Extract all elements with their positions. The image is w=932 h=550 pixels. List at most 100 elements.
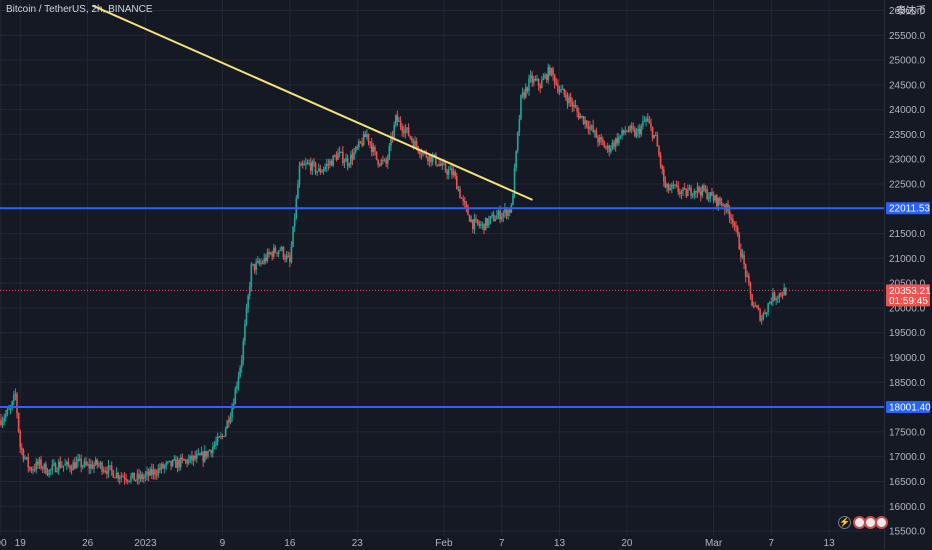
- candle-down: [313, 161, 315, 164]
- candle-up: [635, 131, 638, 137]
- candle-up: [99, 462, 102, 465]
- candle-up: [390, 136, 392, 146]
- candle-up: [308, 162, 310, 164]
- candle-up: [35, 461, 38, 470]
- time-axis[interactable]: 00 19 26 2023 9 16 23 Feb 7 13 20 Mar 7 13: [0, 538, 835, 549]
- candle-up: [163, 465, 166, 469]
- candle-up: [394, 115, 397, 125]
- trend-line[interactable]: [92, 4, 533, 201]
- candle-down: [85, 461, 87, 465]
- candle-down: [661, 165, 663, 170]
- candle-down: [454, 171, 456, 177]
- candle-up: [247, 295, 249, 308]
- candle-up: [149, 468, 152, 476]
- candle-down: [476, 219, 479, 224]
- candle-down: [361, 142, 363, 146]
- candle-down: [96, 459, 99, 465]
- candle-down: [364, 133, 367, 138]
- candle-up: [236, 385, 238, 390]
- candle-up: [239, 367, 241, 377]
- candle-up: [502, 212, 505, 217]
- candle-up: [223, 436, 225, 438]
- candle-up: [645, 118, 647, 122]
- candle-down: [465, 203, 468, 207]
- candle-down: [122, 476, 124, 478]
- candle-down: [581, 115, 583, 117]
- candle-down: [597, 137, 599, 143]
- price-tick-label: 16000.0: [889, 502, 926, 513]
- candle-down: [764, 313, 766, 315]
- candle-up: [72, 462, 74, 471]
- candle-up: [348, 164, 351, 166]
- candle-up: [173, 459, 176, 461]
- candle-up: [25, 457, 28, 459]
- candle-down: [415, 141, 418, 147]
- candle-up: [244, 324, 246, 341]
- candle-down: [425, 152, 428, 158]
- candle-down: [722, 205, 724, 207]
- candle-up: [322, 169, 325, 172]
- candle-down: [98, 464, 100, 466]
- candle-up: [13, 395, 15, 402]
- candle-down: [411, 137, 413, 141]
- candle-up: [195, 454, 198, 459]
- candle-up: [533, 79, 535, 83]
- candle-up: [49, 469, 52, 471]
- candle-down: [37, 461, 39, 465]
- candle-down: [595, 130, 598, 138]
- candle-down: [759, 309, 761, 321]
- candle-down: [715, 195, 718, 206]
- candle-up: [160, 464, 163, 470]
- candle-down: [534, 79, 537, 81]
- symbol-title[interactable]: Bitcoin / TetherUS, 2h, BINANCE: [6, 4, 153, 15]
- candle-up: [207, 451, 209, 457]
- candle-up: [83, 461, 86, 466]
- candle-up: [332, 155, 334, 166]
- candle-up: [438, 164, 440, 166]
- candle-down: [499, 210, 501, 220]
- candle-down: [683, 188, 686, 190]
- candle-up: [64, 464, 66, 466]
- candle-up: [200, 452, 203, 456]
- drawings[interactable]: [0, 4, 884, 409]
- candle-up: [184, 459, 187, 461]
- candle-down: [69, 465, 71, 470]
- candle-down: [346, 158, 349, 166]
- candle-down: [407, 127, 410, 136]
- candle-up: [215, 442, 217, 445]
- candle-down: [526, 87, 529, 92]
- candle-down: [351, 154, 354, 160]
- candle-up: [528, 78, 530, 92]
- candle-up: [778, 293, 781, 298]
- price-tick-label: 21500.0: [889, 229, 926, 240]
- candle-up: [316, 171, 318, 173]
- candle-up: [515, 150, 517, 168]
- candle-up: [53, 463, 55, 465]
- lightning-icon[interactable]: ⚡: [838, 516, 851, 529]
- candle-down: [648, 120, 651, 124]
- candle-up: [388, 145, 391, 158]
- price-tick-label: 26000.0: [889, 6, 926, 17]
- candle-up: [653, 135, 655, 139]
- candle-up: [51, 464, 54, 470]
- candle-down: [40, 459, 42, 469]
- candle-up: [497, 210, 500, 216]
- candle-down: [409, 135, 412, 138]
- currency-label[interactable]: 泰达币: [896, 6, 926, 17]
- candle-up: [529, 75, 532, 79]
- candle-up: [380, 160, 383, 166]
- candle-up: [325, 164, 328, 167]
- flag-icon[interactable]: [875, 516, 888, 529]
- candle-up: [513, 167, 516, 195]
- candle-down: [576, 107, 578, 112]
- candle-down: [675, 184, 678, 186]
- candle-up: [298, 165, 301, 185]
- candle-down: [356, 147, 359, 149]
- candle-down: [183, 459, 185, 461]
- candle-down: [369, 141, 371, 144]
- candle-down: [738, 234, 741, 250]
- candle-down: [475, 218, 477, 220]
- candle-up: [32, 469, 34, 471]
